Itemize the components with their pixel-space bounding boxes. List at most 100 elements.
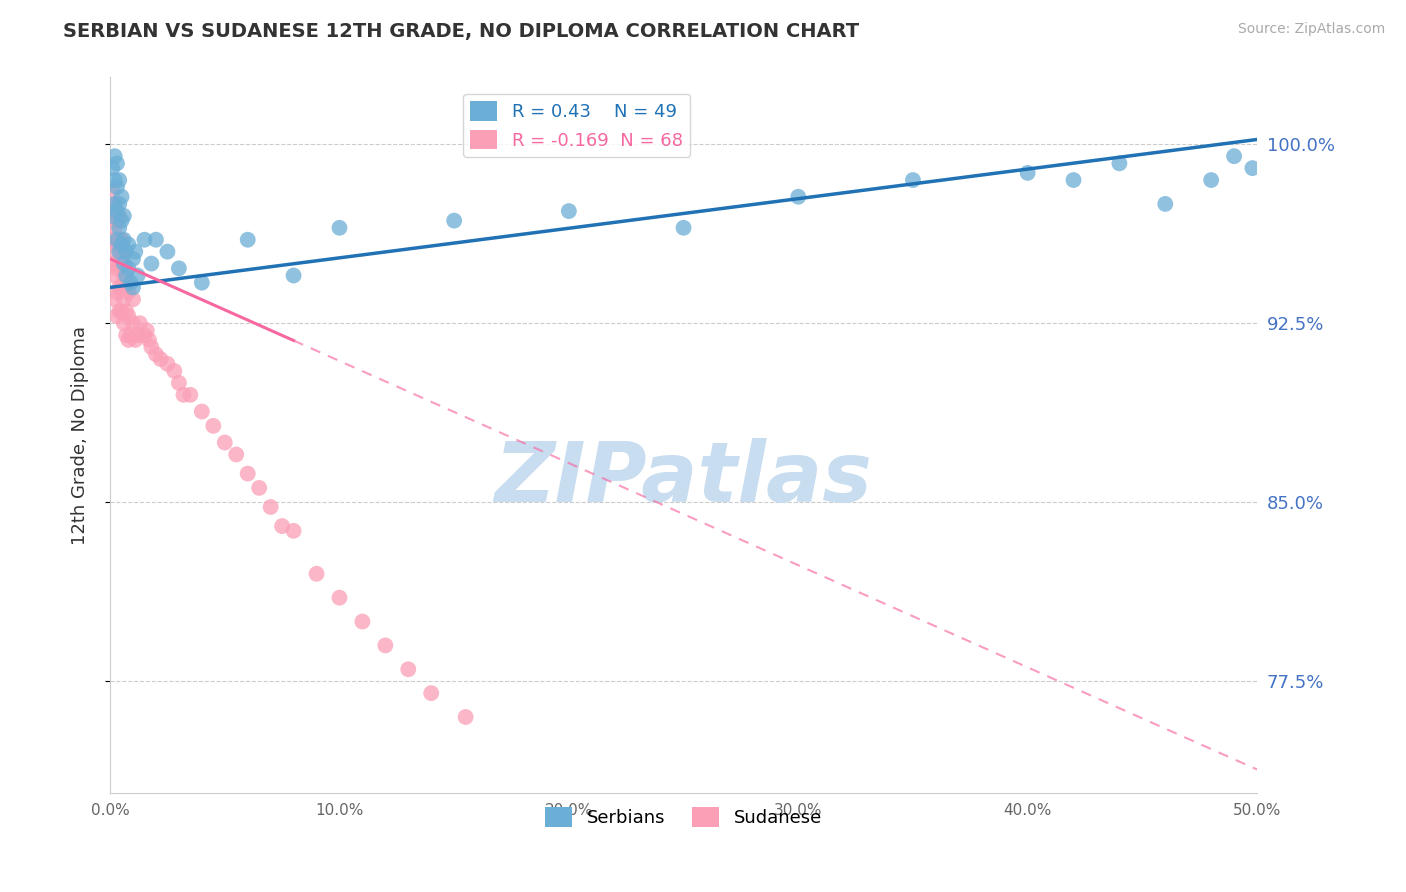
Point bbox=[108, 256, 131, 270]
Point bbox=[1241, 161, 1264, 175]
Point bbox=[108, 304, 131, 318]
Point bbox=[115, 268, 138, 283]
Point bbox=[787, 190, 810, 204]
Point bbox=[112, 233, 135, 247]
Point bbox=[163, 364, 186, 378]
Point bbox=[110, 190, 132, 204]
Point bbox=[104, 244, 127, 259]
Point bbox=[122, 252, 145, 266]
Point bbox=[145, 347, 167, 361]
Point bbox=[112, 256, 135, 270]
Point bbox=[115, 280, 138, 294]
Point bbox=[202, 418, 225, 433]
Point bbox=[1063, 173, 1085, 187]
Point bbox=[112, 244, 135, 259]
Point bbox=[104, 173, 127, 187]
Point bbox=[104, 197, 127, 211]
Legend: Serbians, Sudanese: Serbians, Sudanese bbox=[538, 800, 830, 834]
Point bbox=[108, 173, 131, 187]
Point bbox=[124, 333, 146, 347]
Point bbox=[120, 328, 142, 343]
Point bbox=[1017, 166, 1039, 180]
Point bbox=[1108, 156, 1130, 170]
Point bbox=[105, 204, 128, 219]
Point bbox=[191, 276, 214, 290]
Point bbox=[105, 213, 128, 227]
Point bbox=[110, 280, 132, 294]
Point bbox=[105, 237, 128, 252]
Y-axis label: 12th Grade, No Diploma: 12th Grade, No Diploma bbox=[72, 326, 89, 545]
Point bbox=[110, 233, 132, 247]
Point bbox=[236, 467, 259, 481]
Point bbox=[145, 233, 167, 247]
Point bbox=[167, 376, 190, 390]
Point bbox=[122, 293, 145, 307]
Point bbox=[283, 524, 305, 538]
Point bbox=[122, 316, 145, 330]
Point bbox=[112, 316, 135, 330]
Point bbox=[558, 204, 581, 219]
Point bbox=[104, 197, 127, 211]
Point bbox=[672, 220, 695, 235]
Point bbox=[247, 481, 270, 495]
Point bbox=[112, 209, 135, 223]
Point bbox=[128, 316, 150, 330]
Point bbox=[104, 149, 127, 163]
Point bbox=[901, 173, 924, 187]
Point bbox=[105, 237, 128, 252]
Point bbox=[105, 213, 128, 227]
Point bbox=[115, 244, 138, 259]
Point bbox=[117, 333, 139, 347]
Point bbox=[104, 268, 127, 283]
Point bbox=[110, 252, 132, 266]
Point bbox=[101, 256, 124, 270]
Point bbox=[104, 220, 127, 235]
Point bbox=[1223, 149, 1246, 163]
Point bbox=[117, 261, 139, 276]
Point bbox=[105, 233, 128, 247]
Point bbox=[108, 197, 131, 211]
Point bbox=[259, 500, 281, 514]
Point bbox=[110, 237, 132, 252]
Point bbox=[124, 244, 146, 259]
Point bbox=[105, 261, 128, 276]
Point bbox=[374, 639, 396, 653]
Text: SERBIAN VS SUDANESE 12TH GRADE, NO DIPLOMA CORRELATION CHART: SERBIAN VS SUDANESE 12TH GRADE, NO DIPLO… bbox=[63, 22, 859, 41]
Point bbox=[115, 328, 138, 343]
Text: ZIPatlas: ZIPatlas bbox=[495, 438, 873, 519]
Point bbox=[328, 220, 350, 235]
Point bbox=[105, 156, 128, 170]
Point bbox=[172, 388, 194, 402]
Point bbox=[101, 209, 124, 223]
Point bbox=[214, 435, 236, 450]
Point bbox=[283, 268, 305, 283]
Point bbox=[112, 293, 135, 307]
Point bbox=[101, 233, 124, 247]
Point bbox=[115, 304, 138, 318]
Point bbox=[105, 180, 128, 194]
Point bbox=[108, 209, 131, 223]
Point bbox=[156, 244, 179, 259]
Point bbox=[1154, 197, 1177, 211]
Point bbox=[108, 233, 131, 247]
Point bbox=[156, 357, 179, 371]
Point bbox=[134, 233, 156, 247]
Point bbox=[138, 333, 160, 347]
Text: Source: ZipAtlas.com: Source: ZipAtlas.com bbox=[1237, 22, 1385, 37]
Point bbox=[108, 280, 131, 294]
Point bbox=[127, 328, 149, 343]
Point bbox=[105, 285, 128, 300]
Point bbox=[443, 213, 465, 227]
Point bbox=[191, 404, 214, 418]
Point bbox=[110, 213, 132, 227]
Point bbox=[101, 161, 124, 175]
Point bbox=[396, 662, 419, 676]
Point bbox=[236, 233, 259, 247]
Point bbox=[101, 185, 124, 199]
Point bbox=[149, 352, 172, 367]
Point bbox=[135, 323, 157, 337]
Point bbox=[328, 591, 350, 605]
Point bbox=[352, 615, 374, 629]
Point bbox=[271, 519, 294, 533]
Point bbox=[179, 388, 201, 402]
